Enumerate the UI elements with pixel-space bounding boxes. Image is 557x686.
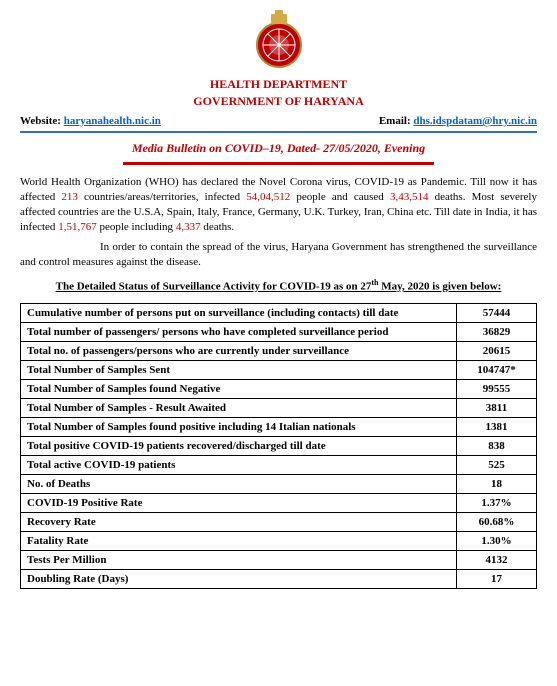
row-value: 1.30% <box>457 531 537 550</box>
dept-name-line2: GOVERNMENT OF HARYANA <box>20 94 537 109</box>
tt-b: May, 2020 is given below: <box>379 281 502 293</box>
p1-f: deaths. <box>201 221 235 233</box>
table-row: Total active COVID-19 patients525 <box>21 455 537 474</box>
row-value: 104747* <box>457 360 537 379</box>
p1-countries: 213 <box>61 191 78 203</box>
row-value: 1.37% <box>457 493 537 512</box>
table-row: Doubling Rate (Days)17 <box>21 569 537 588</box>
divider-blue <box>20 131 537 133</box>
table-row: COVID-19 Positive Rate1.37% <box>21 493 537 512</box>
emblem-container <box>20 10 537 73</box>
row-label: Recovery Rate <box>21 512 457 531</box>
contact-row: Website: haryanahealth.nic.in Email: dhs… <box>20 115 537 127</box>
row-label: Total Number of Samples - Result Awaited <box>21 398 457 417</box>
table-row: Fatality Rate1.30% <box>21 531 537 550</box>
tt-sup: th <box>371 278 378 287</box>
website-label: Website: <box>20 115 61 127</box>
row-value: 60.68% <box>457 512 537 531</box>
row-label: Total positive COVID-19 patients recover… <box>21 436 457 455</box>
table-row: Total Number of Samples Sent104747* <box>21 360 537 379</box>
table-row: Total Number of Samples - Result Awaited… <box>21 398 537 417</box>
dept-name-line1: HEALTH DEPARTMENT <box>20 77 537 92</box>
p1-b: countries/areas/territories, infected <box>78 191 246 203</box>
table-row: Recovery Rate60.68% <box>21 512 537 531</box>
row-value: 18 <box>457 474 537 493</box>
row-value: 20615 <box>457 341 537 360</box>
table-row: Total Number of Samples found Negative99… <box>21 379 537 398</box>
row-label: Cumulative number of persons put on surv… <box>21 303 457 322</box>
divider-red <box>123 162 433 165</box>
govt-emblem-icon <box>249 10 309 70</box>
table-row: Total no. of passengers/persons who are … <box>21 341 537 360</box>
p1-india-deaths: 4,337 <box>176 221 201 233</box>
table-row: Total Number of Samples found positive i… <box>21 417 537 436</box>
row-label: Total no. of passengers/persons who are … <box>21 341 457 360</box>
row-value: 1381 <box>457 417 537 436</box>
row-label: Total Number of Samples Sent <box>21 360 457 379</box>
row-label: Total Number of Samples found Negative <box>21 379 457 398</box>
table-row: Cumulative number of persons put on surv… <box>21 303 537 322</box>
row-label: Tests Per Million <box>21 550 457 569</box>
p1-c: people and caused <box>290 191 390 203</box>
row-value: 57444 <box>457 303 537 322</box>
row-value: 3811 <box>457 398 537 417</box>
row-label: COVID-19 Positive Rate <box>21 493 457 512</box>
who-paragraph: World Health Organization (WHO) has decl… <box>20 175 537 234</box>
haryana-paragraph: In order to contain the spread of the vi… <box>20 240 537 270</box>
row-label: Total number of passengers/ persons who … <box>21 322 457 341</box>
table-title: The Detailed Status of Surveillance Acti… <box>20 278 537 293</box>
p1-india-infected: 1,51,767 <box>58 221 97 233</box>
p1-infected: 54,04,512 <box>246 191 290 203</box>
tt-a: The Detailed Status of Surveillance Acti… <box>56 281 372 293</box>
table-row: Total positive COVID-19 patients recover… <box>21 436 537 455</box>
p1-deaths: 3,43,514 <box>390 191 429 203</box>
row-value: 4132 <box>457 550 537 569</box>
email-link[interactable]: dhs.idspdatam@hry.nic.in <box>413 115 537 127</box>
email-block: Email: dhs.idspdatam@hry.nic.in <box>379 115 537 127</box>
row-value: 838 <box>457 436 537 455</box>
row-label: Fatality Rate <box>21 531 457 550</box>
table-row: Total number of passengers/ persons who … <box>21 322 537 341</box>
row-value: 36829 <box>457 322 537 341</box>
row-label: No. of Deaths <box>21 474 457 493</box>
p1-e: people including <box>97 221 176 233</box>
row-value: 525 <box>457 455 537 474</box>
table-row: No. of Deaths18 <box>21 474 537 493</box>
row-value: 99555 <box>457 379 537 398</box>
surveillance-table: Cumulative number of persons put on surv… <box>20 303 537 589</box>
row-value: 17 <box>457 569 537 588</box>
row-label: Total Number of Samples found positive i… <box>21 417 457 436</box>
row-label: Doubling Rate (Days) <box>21 569 457 588</box>
website-block: Website: haryanahealth.nic.in <box>20 115 161 127</box>
table-row: Tests Per Million4132 <box>21 550 537 569</box>
email-label: Email: <box>379 115 411 127</box>
bulletin-title: Media Bulletin on COVID–19, Dated- 27/05… <box>20 141 537 156</box>
website-link[interactable]: haryanahealth.nic.in <box>64 115 161 127</box>
row-label: Total active COVID-19 patients <box>21 455 457 474</box>
